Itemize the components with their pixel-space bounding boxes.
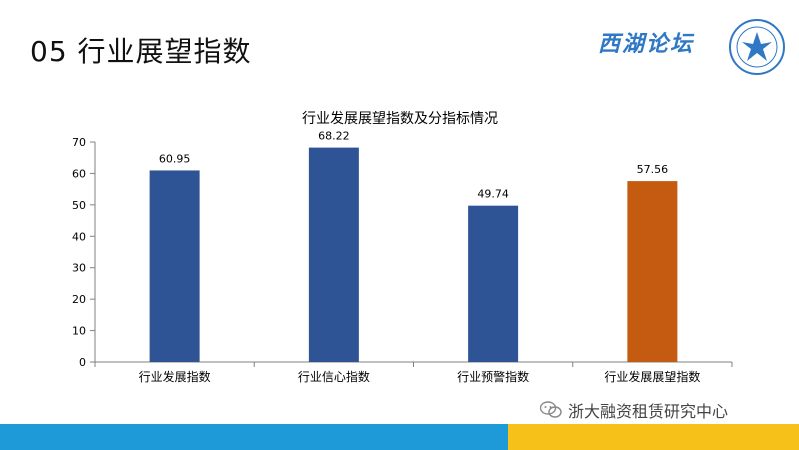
y-tick-label: 10 (72, 325, 86, 338)
y-tick-label: 60 (72, 167, 86, 180)
wechat-watermark: 浙大融资租赁研究中心 (540, 398, 728, 422)
bar-value-label: 57.56 (637, 163, 669, 176)
y-tick-label: 20 (72, 293, 86, 306)
bar (308, 147, 359, 362)
watermark-text: 浙大融资租赁研究中心 (568, 402, 729, 421)
wechat-icon (540, 401, 562, 418)
y-tick-label: 50 (72, 199, 86, 212)
bar (468, 205, 519, 362)
y-tick-label: 40 (72, 230, 86, 243)
forum-logo-text: 西湖论坛 (598, 31, 695, 57)
bar-value-label: 68.22 (318, 130, 350, 143)
x-category-label: 行业预警指数 (457, 369, 529, 384)
y-axis: 0 10 20 30 40 50 60 70 (72, 136, 96, 369)
x-axis: 行业发展指数 行业信心指数 行业预警指数 行业发展展望指数 (94, 361, 733, 384)
y-tick-label: 30 (72, 262, 86, 275)
bar-value-label: 49.74 (477, 188, 509, 201)
x-category-label: 行业发展指数 (139, 369, 211, 384)
footer-band-blue (0, 424, 508, 450)
bar (149, 170, 200, 362)
footer-band-yellow (508, 424, 799, 450)
bar (627, 181, 678, 362)
slide-title: 05 行业展望指数 (30, 35, 252, 68)
y-tick-label: 0 (79, 356, 86, 369)
y-tick-label: 70 (72, 136, 86, 149)
university-seal-icon (729, 19, 785, 75)
chart-title: 行业发展展望指数及分指标情况 (302, 111, 498, 127)
bars: 60.95 68.22 49.74 57.56 (149, 130, 678, 362)
x-category-label: 行业发展展望指数 (604, 369, 700, 384)
x-category-label: 行业信心指数 (298, 369, 370, 384)
bar-value-label: 60.95 (159, 152, 191, 165)
